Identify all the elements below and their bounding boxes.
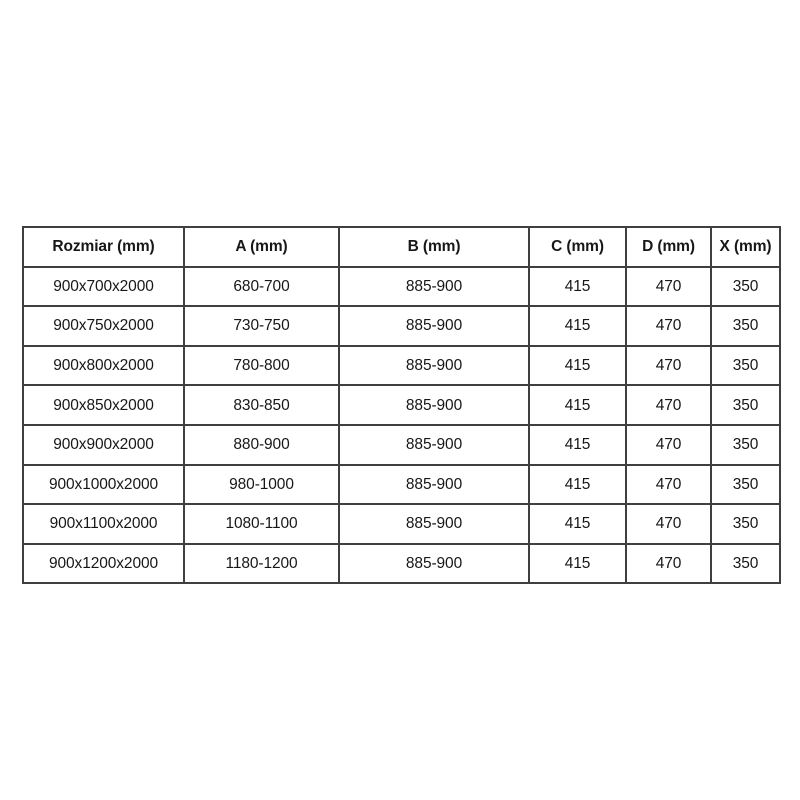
cell-c: 415: [528, 542, 627, 585]
cell-x: 350: [710, 344, 781, 387]
cell-size: 900x850x2000: [22, 384, 185, 426]
cell-a: 830-850: [183, 384, 340, 426]
cell-a: 730-750: [183, 305, 340, 347]
cell-a: 1080-1100: [183, 503, 340, 545]
table-header: Rozmiar (mm) A (mm) B (mm) C (mm) D (mm) X (m…: [22, 226, 781, 268]
cell-b: 885-900: [338, 542, 530, 585]
cell-a: 780-800: [183, 344, 340, 387]
cell-size: 900x800x2000: [22, 344, 185, 387]
cell-a: 880-900: [183, 423, 340, 466]
cell-x: 350: [710, 384, 781, 426]
cell-b: 885-900: [338, 463, 530, 506]
cell-c: 415: [528, 384, 627, 426]
table-row: 900x900x2000 880-900 885-900 415 470 350: [22, 423, 781, 466]
cell-b: 885-900: [338, 344, 530, 387]
cell-c: 415: [528, 344, 627, 387]
cell-x: 350: [710, 463, 781, 506]
cell-c: 415: [528, 305, 627, 347]
cell-c: 415: [528, 423, 627, 466]
cell-b: 885-900: [338, 503, 530, 545]
table-row: 900x1100x2000 1080-1100 885-900 415 470 350: [22, 503, 781, 545]
cell-d: 470: [625, 305, 712, 347]
column-header-d: D (mm): [625, 226, 712, 268]
cell-size: 900x1000x2000: [22, 463, 185, 506]
dimensions-table-container: Rozmiar (mm) A (mm) B (mm) C (mm) D (mm) X (m…: [22, 226, 781, 585]
table-header-row: Rozmiar (mm) A (mm) B (mm) C (mm) D (mm) X (m…: [22, 226, 781, 268]
cell-size: 900x1100x2000: [22, 503, 185, 545]
cell-c: 415: [528, 463, 627, 506]
table-row: 900x750x2000 730-750 885-900 415 470 350: [22, 305, 781, 347]
cell-x: 350: [710, 423, 781, 466]
cell-b: 885-900: [338, 305, 530, 347]
cell-d: 470: [625, 265, 712, 308]
cell-b: 885-900: [338, 265, 530, 308]
cell-a: 680-700: [183, 265, 340, 308]
column-header-b: B (mm): [338, 226, 530, 268]
table-body: 900x700x2000 680-700 885-900 415 470 350 900x7…: [22, 265, 781, 585]
table-row: 900x1000x2000 980-1000 885-900 415 470 350: [22, 463, 781, 506]
cell-x: 350: [710, 305, 781, 347]
cell-size: 900x750x2000: [22, 305, 185, 347]
cell-a: 980-1000: [183, 463, 340, 506]
column-header-size: Rozmiar (mm): [22, 226, 185, 268]
cell-d: 470: [625, 542, 712, 585]
cell-c: 415: [528, 265, 627, 308]
cell-x: 350: [710, 503, 781, 545]
cell-d: 470: [625, 384, 712, 426]
table-row: 900x1200x2000 1180-1200 885-900 415 470 350: [22, 542, 781, 585]
cell-x: 350: [710, 542, 781, 585]
column-header-c: C (mm): [528, 226, 627, 268]
cell-size: 900x700x2000: [22, 265, 185, 308]
cell-x: 350: [710, 265, 781, 308]
cell-a: 1180-1200: [183, 542, 340, 585]
table-row: 900x850x2000 830-850 885-900 415 470 350: [22, 384, 781, 426]
cell-c: 415: [528, 503, 627, 545]
cell-d: 470: [625, 344, 712, 387]
cell-b: 885-900: [338, 384, 530, 426]
cell-d: 470: [625, 423, 712, 466]
cell-size: 900x900x2000: [22, 423, 185, 466]
cell-d: 470: [625, 463, 712, 506]
table-row: 900x800x2000 780-800 885-900 415 470 350: [22, 344, 781, 387]
cell-b: 885-900: [338, 423, 530, 466]
dimensions-table: Rozmiar (mm) A (mm) B (mm) C (mm) D (mm) X (m…: [22, 226, 781, 585]
column-header-x: X (mm): [710, 226, 781, 268]
column-header-a: A (mm): [183, 226, 340, 268]
cell-d: 470: [625, 503, 712, 545]
table-row: 900x700x2000 680-700 885-900 415 470 350: [22, 265, 781, 308]
cell-size: 900x1200x2000: [22, 542, 185, 585]
